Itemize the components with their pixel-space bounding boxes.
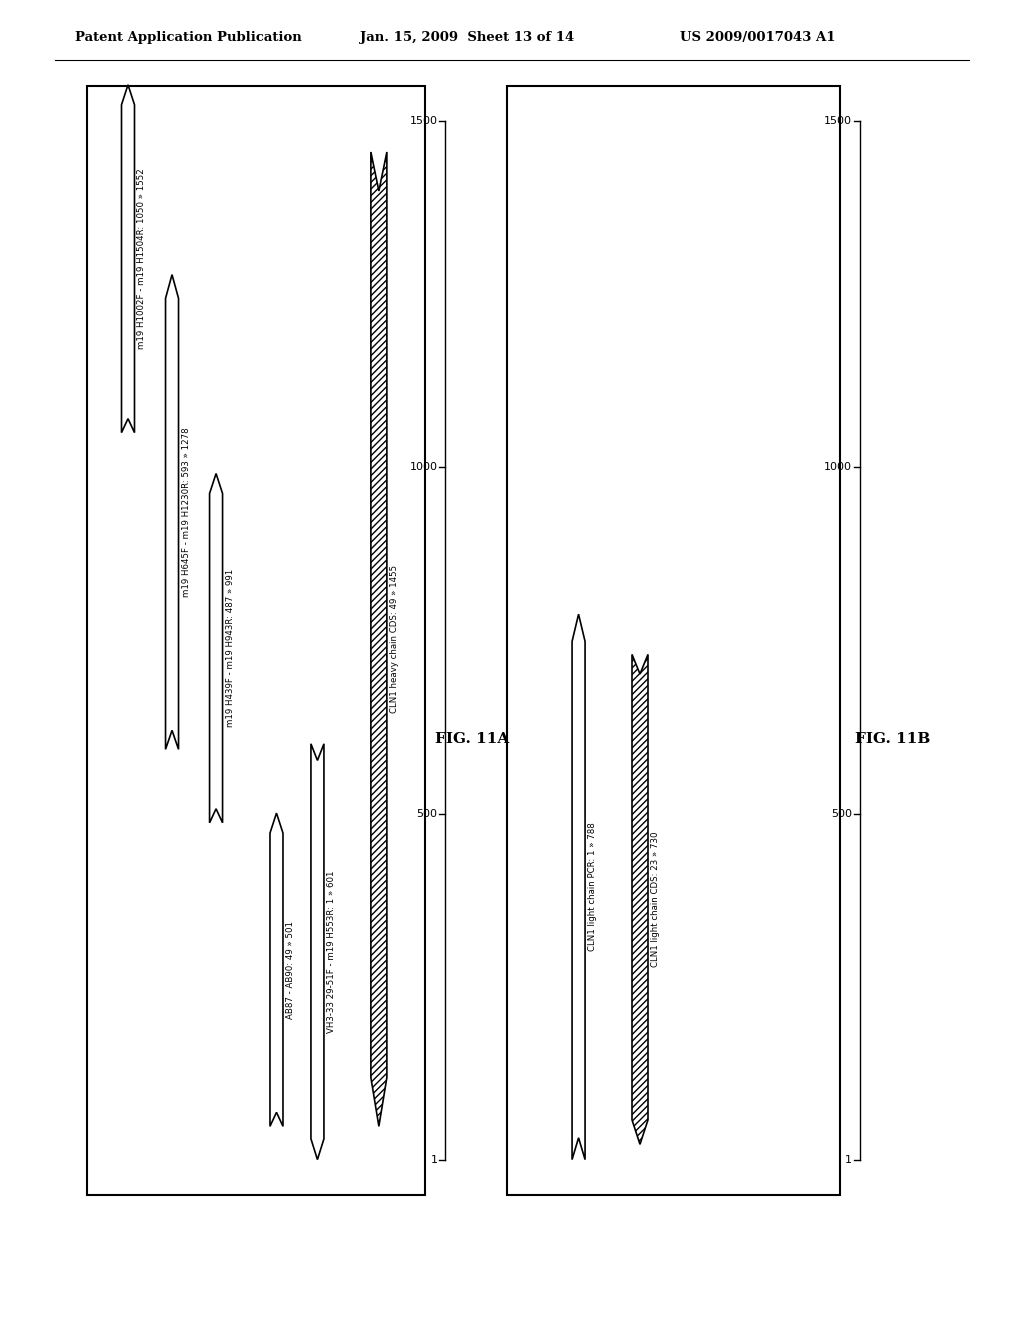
Text: 1000: 1000 <box>410 462 437 473</box>
Polygon shape <box>166 275 178 750</box>
Text: m19 H439F - m19 H943R: 487 » 991: m19 H439F - m19 H943R: 487 » 991 <box>225 569 234 727</box>
Bar <box>507 86 840 1195</box>
Polygon shape <box>122 84 134 433</box>
Polygon shape <box>210 474 222 822</box>
Polygon shape <box>572 614 585 1159</box>
Text: CLN1 light chain CDS: 23 » 730: CLN1 light chain CDS: 23 » 730 <box>651 832 660 968</box>
Text: 1: 1 <box>845 1155 852 1164</box>
Text: 1500: 1500 <box>410 116 437 125</box>
Text: Patent Application Publication: Patent Application Publication <box>75 32 302 45</box>
Text: 1500: 1500 <box>824 116 852 125</box>
Polygon shape <box>632 655 648 1144</box>
Text: 500: 500 <box>417 809 437 818</box>
Text: Jan. 15, 2009  Sheet 13 of 14: Jan. 15, 2009 Sheet 13 of 14 <box>360 32 574 45</box>
Text: m19 H1002F - m19 H1504R: 1050 » 1552: m19 H1002F - m19 H1504R: 1050 » 1552 <box>137 169 146 348</box>
Text: 1: 1 <box>430 1155 437 1164</box>
Polygon shape <box>270 813 283 1126</box>
Text: CLN1 light chain PCR: 1 » 788: CLN1 light chain PCR: 1 » 788 <box>588 822 597 952</box>
Text: US 2009/0017043 A1: US 2009/0017043 A1 <box>680 32 836 45</box>
Polygon shape <box>311 743 324 1159</box>
Polygon shape <box>371 152 387 1126</box>
Text: FIG. 11B: FIG. 11B <box>855 733 931 746</box>
Bar <box>87 86 425 1195</box>
Text: FIG. 11A: FIG. 11A <box>435 733 510 746</box>
Text: CLN1 heavy chain CDS: 49 » 1455: CLN1 heavy chain CDS: 49 » 1455 <box>390 565 399 713</box>
Text: VH3-33 29-51F - m19 H553R: 1 » 601: VH3-33 29-51F - m19 H553R: 1 » 601 <box>327 870 336 1034</box>
Text: 1000: 1000 <box>824 462 852 473</box>
Text: AB87 - AB90: 49 » 501: AB87 - AB90: 49 » 501 <box>286 921 295 1019</box>
Text: 500: 500 <box>831 809 852 818</box>
Text: m19 H645F - m19 H1230R: 593 » 1278: m19 H645F - m19 H1230R: 593 » 1278 <box>181 428 190 597</box>
